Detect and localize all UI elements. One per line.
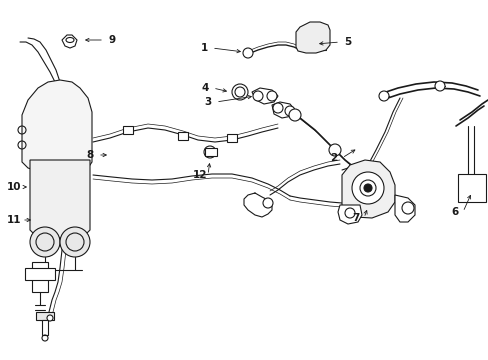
Text: 9: 9 [108, 35, 115, 45]
Text: 1: 1 [200, 43, 207, 53]
Bar [36, 312, 54, 320]
Circle shape [60, 227, 90, 257]
Circle shape [243, 48, 252, 58]
Bar [457, 174, 485, 202]
Circle shape [355, 169, 367, 181]
Circle shape [378, 91, 388, 101]
Circle shape [252, 91, 263, 101]
Bar [32, 262, 48, 292]
Circle shape [434, 81, 444, 91]
Circle shape [47, 315, 53, 321]
Text: 6: 6 [450, 207, 458, 217]
Text: 4: 4 [201, 83, 208, 93]
Circle shape [328, 144, 340, 156]
Bar [178, 132, 187, 140]
Text: 10: 10 [7, 182, 21, 192]
Bar [123, 126, 133, 134]
Text: 5: 5 [344, 37, 351, 47]
Polygon shape [341, 160, 394, 218]
Text: 2: 2 [330, 153, 337, 163]
Polygon shape [337, 205, 361, 224]
Circle shape [285, 106, 294, 116]
Circle shape [266, 91, 276, 101]
Polygon shape [251, 88, 278, 104]
Bar [204, 148, 217, 156]
Circle shape [231, 84, 247, 100]
Text: 3: 3 [204, 97, 211, 107]
Circle shape [288, 109, 301, 121]
Polygon shape [30, 160, 90, 238]
Circle shape [351, 172, 383, 204]
Circle shape [345, 208, 354, 218]
Text: 8: 8 [86, 150, 93, 160]
Circle shape [263, 198, 272, 208]
Circle shape [401, 202, 413, 214]
Circle shape [30, 227, 60, 257]
Polygon shape [62, 35, 77, 48]
Text: 12: 12 [192, 170, 207, 180]
Bar [226, 134, 237, 142]
Bar [42, 320, 48, 335]
Polygon shape [394, 195, 414, 222]
Text: 7: 7 [351, 213, 359, 223]
Circle shape [203, 146, 216, 158]
Text: 11: 11 [7, 215, 21, 225]
Polygon shape [295, 22, 329, 53]
Circle shape [363, 184, 371, 192]
Circle shape [272, 103, 283, 113]
Bar [25, 268, 55, 280]
Polygon shape [22, 80, 92, 174]
Polygon shape [271, 102, 294, 118]
